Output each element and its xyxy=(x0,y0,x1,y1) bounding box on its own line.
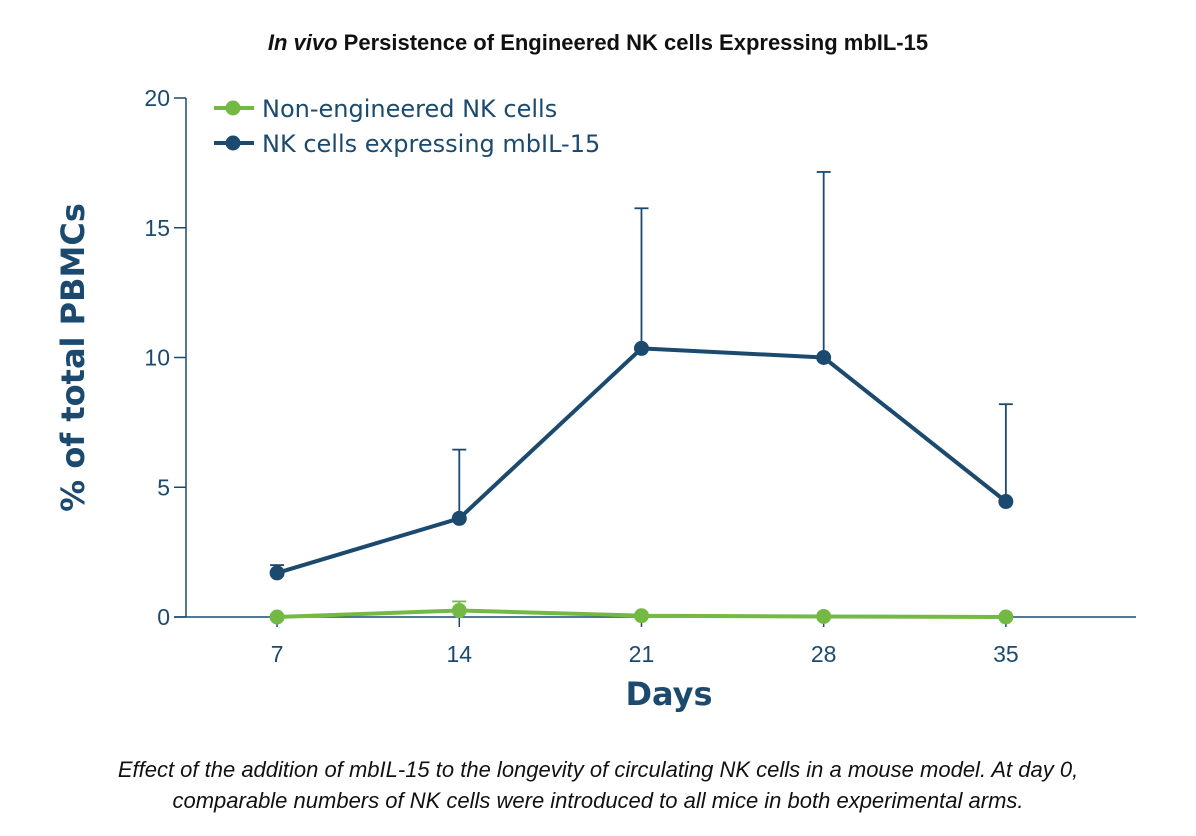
data-point-non-engineered xyxy=(998,609,1014,625)
data-point-mbil15 xyxy=(269,565,285,581)
data-point-non-engineered xyxy=(451,603,467,619)
data-point-non-engineered xyxy=(816,608,832,624)
legend-marker-mbil15 xyxy=(225,135,241,151)
y-tick-label: 20 xyxy=(144,85,170,111)
y-tick-label: 10 xyxy=(144,345,170,371)
y-axis-label: % of total PBMCs xyxy=(54,203,92,512)
y-tick-label: 15 xyxy=(144,215,170,241)
figure-caption: Effect of the addition of mbIL-15 to the… xyxy=(0,754,1196,816)
error-bars xyxy=(270,171,1013,611)
legend-label-non-engineered: Non-engineered NK cells xyxy=(262,95,557,123)
y-tick-label: 0 xyxy=(157,604,170,630)
x-tick-label: 35 xyxy=(993,641,1019,667)
caption-line-1: Effect of the addition of mbIL-15 to the… xyxy=(117,757,1079,782)
axes: 0 5 10 15 20 7 14 21 28 35 Days % of total PBMCs xyxy=(54,85,1136,713)
x-tick-label: 14 xyxy=(446,641,472,667)
chart-title-italic: In vivo xyxy=(267,30,338,55)
chart-title: In vivo Persistence of Engineered NK cel… xyxy=(0,30,1196,56)
data-point-mbil15 xyxy=(451,510,467,526)
chart-title-rest: Persistence of Engineered NK cells Expre… xyxy=(337,30,929,55)
y-tick-label: 5 xyxy=(157,474,170,500)
data-point-non-engineered xyxy=(269,609,285,625)
x-tick-label: 21 xyxy=(629,641,655,667)
series-lines xyxy=(269,340,1014,625)
x-axis-label: Days xyxy=(625,675,712,713)
series-line-mbil15 xyxy=(276,346,1008,575)
data-point-non-engineered xyxy=(633,608,649,624)
data-point-mbil15 xyxy=(998,494,1014,510)
legend-marker-non-engineered xyxy=(225,100,241,116)
x-tick-label: 7 xyxy=(271,641,284,667)
x-tick-label: 28 xyxy=(811,641,837,667)
data-point-mbil15 xyxy=(816,350,832,365)
legend: Non-engineered NK cells NK cells expressi… xyxy=(214,95,600,158)
caption-line-2: comparable numbers of NK cells were intr… xyxy=(172,788,1024,813)
legend-label-mbil15: NK cells expressing mbIL-15 xyxy=(262,130,600,158)
data-point-mbil15 xyxy=(633,340,649,356)
